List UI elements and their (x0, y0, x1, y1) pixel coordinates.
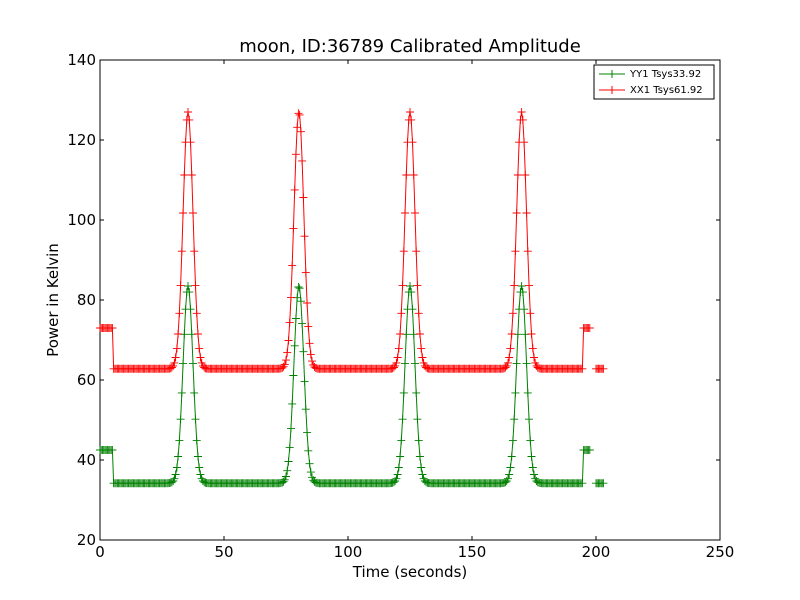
legend-marker-yy1 (608, 70, 616, 78)
y-tick-label: 40 (77, 451, 96, 469)
legend-box (593, 64, 715, 100)
series-markers (96, 282, 608, 488)
legend: YY1 Tsys33.92 XX1 Tsys61.92 (593, 64, 715, 100)
y-axis-label: Power in Kelvin (44, 243, 62, 357)
y-tick-label: 120 (67, 131, 96, 149)
plot-frame (99, 59, 721, 541)
y-tick-label: 20 (77, 531, 96, 549)
tick-layer: 0 50 100 150 200 250 20 40 60 80 100 120 140 (67, 51, 734, 561)
x-axis-label: Time (seconds) (352, 563, 468, 581)
legend-label-xx1: XX1 Tsys61.92 (630, 85, 703, 96)
series-0 (96, 282, 608, 488)
x-tick-label: 150 (458, 543, 487, 561)
x-tick-label: 250 (706, 543, 735, 561)
x-tick-label: 50 (214, 543, 233, 561)
y-tick-label: 100 (67, 211, 96, 229)
series-layer (96, 108, 608, 488)
series-1 (96, 108, 608, 373)
x-tick-label: 0 (95, 543, 105, 561)
x-tick-label: 100 (334, 543, 363, 561)
chart-title: moon, ID:36789 Calibrated Amplitude (239, 36, 581, 57)
series-markers (96, 108, 608, 373)
legend-marker-xx1 (608, 86, 616, 94)
y-tick-label: 80 (77, 291, 96, 309)
y-tick-label: 60 (77, 371, 96, 389)
x-tick-label: 200 (582, 543, 611, 561)
y-tick-label: 140 (67, 51, 96, 69)
legend-label-yy1: YY1 Tsys33.92 (629, 69, 701, 80)
